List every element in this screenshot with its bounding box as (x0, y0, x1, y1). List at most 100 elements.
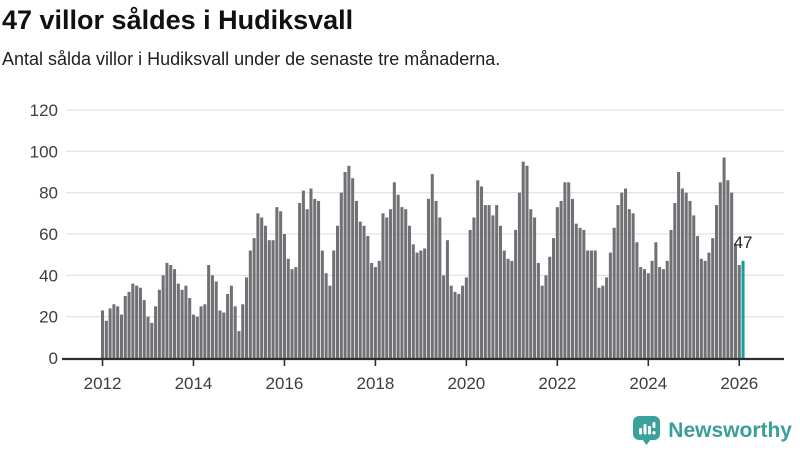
y-tick-label: 0 (49, 349, 58, 368)
bar (142, 300, 146, 358)
bar (696, 236, 700, 358)
bar (624, 188, 628, 358)
bar (210, 275, 214, 358)
x-tick-label: 2020 (447, 374, 485, 393)
bar (673, 203, 677, 358)
bar (457, 293, 461, 358)
bar (328, 285, 332, 358)
bar (582, 229, 586, 358)
bar (320, 250, 324, 358)
last-value-label: 47 (734, 233, 753, 252)
bar (449, 285, 453, 358)
bar (271, 240, 275, 358)
bar (370, 262, 374, 358)
bar (150, 322, 154, 358)
bar (298, 203, 302, 358)
bar (214, 281, 218, 358)
bar (430, 174, 434, 358)
bar (332, 250, 336, 358)
bar (263, 225, 268, 358)
bar (506, 258, 510, 358)
bar (495, 205, 499, 358)
bar (544, 275, 548, 358)
y-tick-label: 40 (39, 266, 58, 285)
bar (570, 198, 575, 358)
bar (222, 312, 226, 358)
brand-footer: Newsworthy (632, 415, 792, 446)
bar (688, 200, 692, 358)
bar (555, 207, 559, 358)
bar (317, 200, 321, 358)
bar (646, 273, 650, 358)
bar (639, 267, 643, 358)
bar (294, 267, 298, 358)
bar (191, 314, 196, 358)
bar (597, 287, 601, 358)
bar (119, 314, 123, 358)
bar (241, 304, 245, 358)
bar (377, 260, 381, 358)
bar (658, 267, 662, 358)
bar (358, 221, 362, 358)
bar (226, 293, 230, 358)
bar (207, 265, 211, 358)
bar (533, 217, 537, 358)
bar (309, 188, 313, 358)
bar (138, 287, 142, 358)
bar (229, 285, 233, 358)
bar (373, 267, 377, 358)
y-tick-label: 100 (30, 142, 58, 161)
bar (711, 238, 715, 358)
bar (252, 238, 256, 358)
bar (714, 205, 719, 358)
bar (665, 260, 669, 358)
bar (703, 260, 707, 358)
bar (101, 310, 105, 358)
bar (199, 306, 203, 358)
bar (517, 192, 521, 358)
bar (131, 283, 135, 358)
bar (480, 186, 484, 358)
bar (324, 273, 328, 358)
bar (552, 238, 556, 358)
bar (578, 227, 582, 358)
x-tick-label: 2018 (356, 374, 394, 393)
bar (680, 188, 684, 358)
bar (476, 180, 480, 358)
bar (282, 234, 286, 358)
bar (661, 269, 665, 358)
bar (434, 200, 438, 358)
bar (290, 269, 294, 358)
bar (415, 252, 419, 358)
bar (157, 289, 161, 358)
x-tick-label: 2026 (720, 374, 758, 393)
bar (737, 265, 741, 358)
bar (248, 250, 252, 358)
bar (400, 207, 404, 358)
x-tick-label: 2012 (84, 374, 122, 393)
bar (104, 320, 108, 358)
bar (631, 213, 635, 358)
bar (180, 289, 184, 358)
bar (525, 165, 529, 358)
bar (260, 217, 264, 358)
bar (529, 209, 533, 358)
bar (362, 225, 366, 358)
bar (203, 304, 207, 358)
bar (108, 308, 112, 358)
bar (548, 256, 552, 358)
bar (267, 240, 271, 358)
bar (726, 180, 730, 358)
bar (453, 291, 457, 358)
bar (423, 248, 427, 358)
y-tick-label: 20 (39, 308, 58, 327)
bar (707, 252, 711, 358)
bar (237, 331, 241, 358)
bar (464, 277, 468, 358)
bar (540, 285, 544, 358)
bar (574, 223, 578, 358)
bar (146, 316, 150, 358)
bar (635, 242, 639, 358)
bar (335, 225, 340, 358)
newsworthy-bubble-chart-icon (633, 416, 661, 445)
